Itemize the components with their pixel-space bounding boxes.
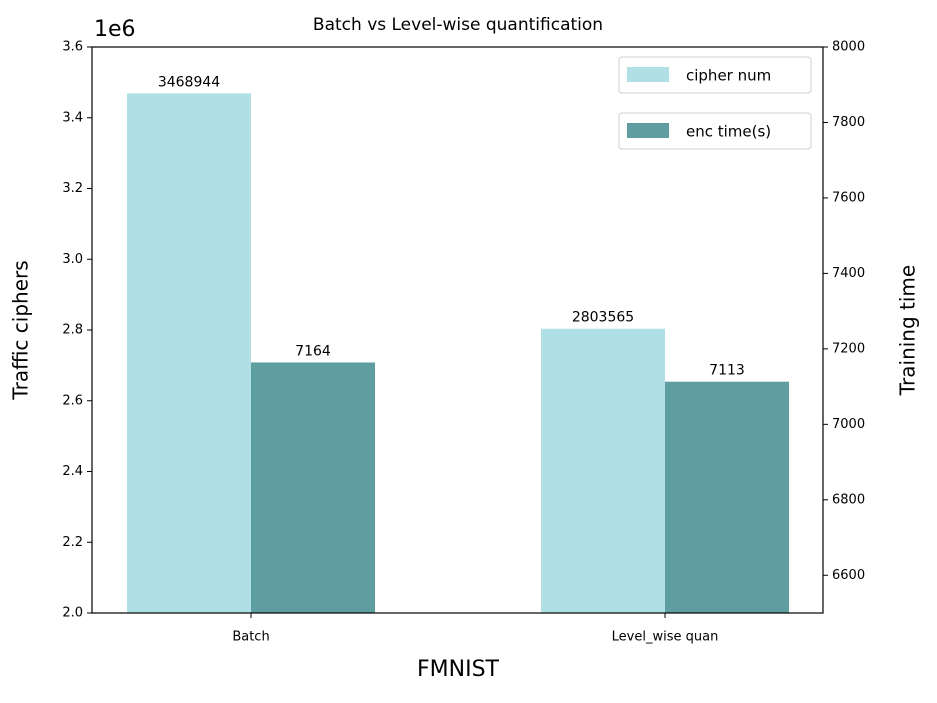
x-axis-label: FMNIST (417, 657, 500, 682)
y-tick-label: 2.4 (62, 464, 83, 479)
y-tick-label: 3.4 (62, 110, 83, 125)
y-tick-label: 2.6 (62, 393, 83, 408)
legend-label: enc time(s) (686, 123, 771, 141)
y2-tick-label: 7800 (832, 115, 865, 130)
legend-box (618, 112, 812, 150)
y2-tick-label: 7600 (832, 190, 865, 205)
y-tick-label: 2.2 (62, 535, 83, 550)
data-label: 7113 (709, 363, 745, 379)
x-tick-label: Level_wise quan (612, 630, 719, 645)
bar (251, 362, 375, 613)
legend-label: cipher num (686, 67, 771, 85)
legend-swatch (627, 123, 669, 138)
y-tick-label: 3.6 (62, 40, 83, 55)
bar (127, 93, 251, 613)
legend-swatch (627, 67, 669, 82)
y2-tick-label: 6800 (832, 492, 865, 507)
plot-frame (91, 46, 824, 614)
bar (541, 328, 665, 613)
y2-axis-label: Training time (896, 265, 920, 396)
y2-tick-label: 7000 (832, 417, 865, 432)
y-tick-label: 2.0 (62, 606, 83, 621)
data-label: 3468944 (158, 74, 220, 90)
y-tick-label: 3.2 (62, 181, 83, 196)
data-label: 2803565 (572, 310, 634, 326)
y2-tick-label: 7200 (832, 341, 865, 356)
x-tick-label: Batch (232, 630, 269, 645)
y-axis-label: Traffic ciphers (9, 260, 33, 400)
data-label: 7164 (295, 343, 331, 359)
y2-tick-label: 6600 (832, 568, 865, 583)
chart-title: Batch vs Level-wise quantification (313, 15, 603, 35)
bar (665, 381, 789, 613)
legend-box (618, 56, 812, 94)
y2-tick-label: 7400 (832, 266, 865, 281)
y-tick-label: 2.8 (62, 323, 83, 338)
y-offset-label: 1e6 (94, 17, 136, 42)
y-tick-label: 3.0 (62, 252, 83, 267)
y2-tick-label: 8000 (832, 40, 865, 55)
